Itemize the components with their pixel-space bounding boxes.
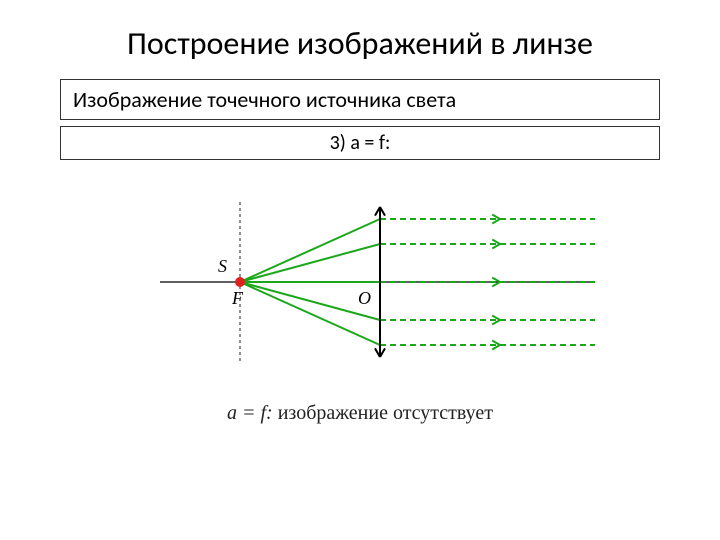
caption: a = f: изображение отсутствует [0, 382, 720, 425]
label-O: O [358, 288, 371, 308]
subtitle-box: Изображение точечного источника света [60, 79, 660, 120]
lens-diagram: SF O [120, 182, 600, 382]
case-box: 3) a = f: [60, 126, 660, 160]
page-title: Построение изображений в линзе [0, 0, 720, 79]
caption-equation: a = f: [227, 402, 273, 424]
caption-text: изображение отсутствует [278, 402, 493, 424]
label-S: S [218, 256, 227, 276]
label-F: F [231, 288, 244, 308]
diagram-container: SF O [0, 170, 720, 382]
